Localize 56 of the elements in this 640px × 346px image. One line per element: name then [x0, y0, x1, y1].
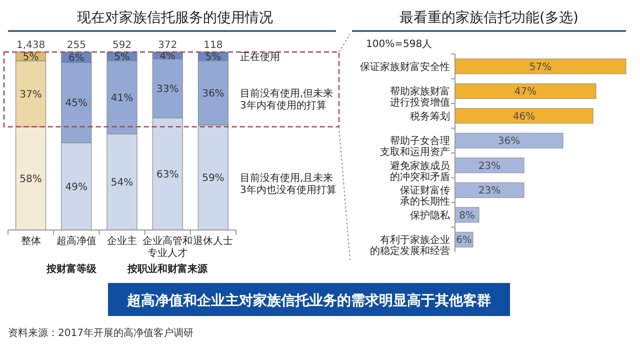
text: 按职业和财富来源 [126, 263, 209, 275]
y-tick-label: 有利于家族企业的稳定发展和经营 [370, 234, 450, 258]
data-label: 63% [156, 169, 179, 180]
data-label: 37% [20, 89, 42, 100]
data-label: 23% [478, 160, 501, 172]
text: 592 [112, 40, 132, 51]
data-label: 5% [22, 52, 39, 63]
data-label: 5% [205, 52, 222, 63]
bar [454, 182, 524, 198]
data-label: 36% [202, 88, 224, 100]
y-tick-label: 保证财富传承的长期性 [400, 184, 450, 208]
data-label: 58% [20, 174, 42, 185]
x-tick-label: 企业主 [107, 235, 137, 247]
data-label: 36% [498, 136, 520, 148]
text: 118 [204, 40, 223, 51]
x-tick-label: 超高净值 [56, 235, 96, 247]
text: 1,438 [16, 40, 46, 51]
data-label: 57% [529, 62, 552, 73]
chart-title: 现在对家族信托服务的使用情况 [77, 10, 273, 26]
data-label: 46% [512, 111, 536, 122]
data-label: 41% [110, 92, 134, 104]
bar [454, 83, 596, 99]
bar [454, 58, 626, 74]
text: 资料来源：2017年开展的高净值客户调研 [8, 327, 194, 339]
data-label: 59% [202, 172, 224, 184]
y-tick-label: 避免家族成员的冲突和矛盾 [390, 160, 450, 183]
text: 372 [158, 40, 178, 51]
data-label: 47% [514, 86, 537, 98]
text: 超高净值和企业主对家族信托业务的需求明显高于其他客群 [126, 292, 491, 309]
y-tick-label: 帮助家族财富进行投资增值 [390, 86, 450, 109]
x-tick-label: 退休人士 [193, 235, 234, 247]
y-tick-label: 帮助子女合理支取和运用资产 [380, 135, 450, 158]
y-tick-label: 保护隐私 [410, 209, 451, 222]
data-label: 45% [65, 98, 88, 110]
bar [454, 132, 564, 148]
data-label: 8% [459, 210, 475, 222]
series-label: 目前没有使用,但未来3年内有使用的打算 [240, 87, 334, 112]
text: 100%=598人 [366, 39, 432, 50]
data-label: 54% [110, 177, 134, 188]
y-tick-label: 保证家族财富安全性 [360, 60, 450, 73]
text: 255 [66, 40, 86, 51]
series-label: 目前没有使用,且未来3年内也没有使用打算 [240, 172, 336, 196]
data-label: 5% [114, 52, 130, 63]
series-label: 正在使用 [240, 50, 280, 63]
bar [454, 158, 524, 174]
data-label: 6% [68, 52, 84, 64]
text: 按财富等级 [45, 263, 98, 275]
data-label: 49% [65, 182, 88, 193]
data-label: 23% [478, 186, 501, 197]
data-label: 6% [456, 235, 472, 246]
bar [454, 108, 594, 124]
data-label: 33% [156, 84, 179, 95]
x-tick-label: 整体 [20, 235, 41, 247]
y-tick-label: 税务筹划 [410, 110, 450, 122]
x-tick-label: 企业高管和专业人才 [142, 235, 193, 259]
chart-title: 最看重的家族信托功能(多选) [400, 10, 578, 26]
